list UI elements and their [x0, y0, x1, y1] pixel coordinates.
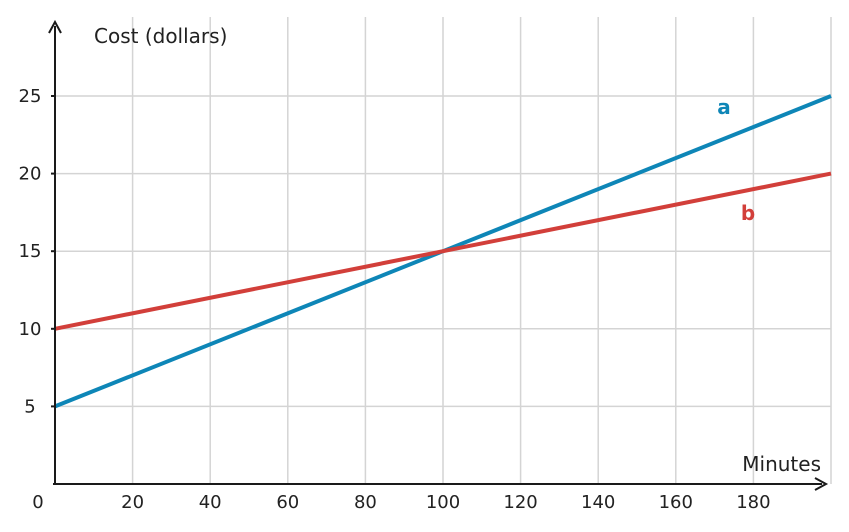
x-tick-label: 20 [121, 492, 144, 513]
y-axis-label: Cost (dollars) [94, 24, 227, 48]
x-tick-label: 180 [736, 492, 770, 513]
y-tick-label: 20 [19, 164, 42, 185]
tick-labels: 20 40 60 80 100 120 140 160 180 5 10 15 20 25 [19, 86, 771, 513]
axes [48, 19, 829, 491]
y-tick-label: 5 [24, 396, 35, 417]
x-tick-label: 60 [276, 492, 299, 513]
x-tick-label: 140 [581, 492, 615, 513]
series-lines [54, 94, 832, 409]
y-tick-label: 15 [19, 241, 42, 262]
x-tick-label: 160 [659, 492, 693, 513]
y-tick-label: 25 [19, 86, 42, 107]
series-labels: ab [717, 95, 755, 225]
series-line-b [54, 171, 832, 331]
series-label-b: b [741, 201, 755, 225]
series-label-a: a [717, 95, 731, 119]
y-tick-label: 10 [19, 319, 42, 340]
y-axis-arrow [48, 19, 62, 34]
x-tick-label: 80 [354, 492, 377, 513]
x-tick-label: 100 [426, 492, 460, 513]
x-tick-label: 40 [199, 492, 222, 513]
origin-label: 0 [32, 492, 43, 513]
x-axis-arrow [814, 477, 829, 491]
x-tick-label: 120 [503, 492, 537, 513]
x-axis-label: Minutes [742, 452, 821, 476]
